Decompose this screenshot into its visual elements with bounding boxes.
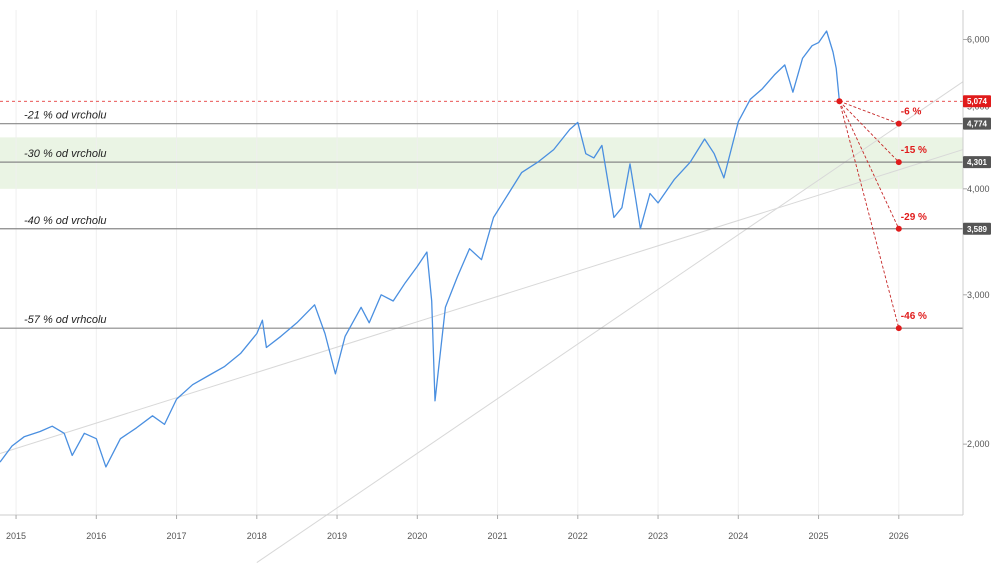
y-tick-label: 4,000 bbox=[967, 184, 990, 194]
level-label: -57 % od vrhcolu bbox=[24, 314, 107, 326]
projection-pct-label: -6 % bbox=[901, 107, 922, 118]
projection-line bbox=[839, 100, 899, 125]
price-badge bbox=[963, 222, 991, 235]
price-badge-label: 4,774 bbox=[967, 120, 988, 129]
x-tick-label: 2018 bbox=[247, 531, 267, 541]
price-badge-layer: 5,074 4,774 4,301 3,589 bbox=[963, 95, 991, 235]
price-badge-label: 3,589 bbox=[967, 225, 988, 234]
x-tick-label: 2016 bbox=[86, 531, 106, 541]
x-tick-label: 2019 bbox=[327, 531, 347, 541]
projection-pct-label: -46 % bbox=[901, 311, 927, 322]
projection-line bbox=[839, 101, 900, 229]
price-badge-label: 4,301 bbox=[967, 158, 988, 167]
series-layer bbox=[0, 30, 841, 468]
projection-line bbox=[838, 101, 900, 329]
x-tick-label: 2024 bbox=[728, 531, 748, 541]
projection-line bbox=[839, 100, 900, 163]
trendline bbox=[0, 149, 964, 454]
y-tick-label: 2,000 bbox=[967, 439, 990, 449]
price-badge-label: 5,074 bbox=[967, 97, 988, 106]
x-tick-label: 2017 bbox=[167, 531, 187, 541]
x-tick-label: 2026 bbox=[889, 531, 909, 541]
level-lines-layer: -21 % od vrcholu -30 % od vrcholu -40 % od… bbox=[0, 100, 963, 329]
support-zone-layer bbox=[0, 137, 963, 189]
projection-pct-label: -15 % bbox=[901, 145, 927, 156]
y-tick-label: 6,000 bbox=[967, 34, 990, 44]
price-badge bbox=[963, 95, 991, 108]
x-tick-label: 2021 bbox=[488, 531, 508, 541]
projection-target-dot bbox=[895, 225, 902, 232]
projection-pct-label: -29 % bbox=[901, 212, 927, 223]
x-tick-label: 2020 bbox=[407, 531, 427, 541]
projection-target-dot bbox=[895, 325, 902, 332]
x-tick-label: 2015 bbox=[6, 531, 26, 541]
x-tick-label: 2022 bbox=[568, 531, 588, 541]
projection-target-dot bbox=[895, 159, 902, 166]
price-badge bbox=[963, 117, 991, 130]
level-label: -40 % od vrcholu bbox=[24, 215, 107, 227]
axis-layer: 2015 2016 2017 2018 2019 2020 2021 2022 2023 2024… bbox=[0, 10, 990, 541]
y-tick-label: 3,000 bbox=[967, 290, 990, 300]
current-price-dot bbox=[836, 98, 843, 105]
x-tick-label: 2025 bbox=[809, 531, 829, 541]
support-zone bbox=[0, 137, 963, 189]
price-series-line bbox=[0, 30, 841, 468]
grid-layer bbox=[15, 10, 900, 515]
level-label: -21 % od vrcholu bbox=[24, 110, 107, 122]
projection-target-dot bbox=[895, 120, 902, 127]
level-label: -30 % od vrcholu bbox=[24, 148, 107, 160]
price-badge bbox=[963, 156, 991, 169]
projection-layer: -6 % -15 % -29 % -46 % bbox=[836, 98, 927, 332]
x-tick-label: 2023 bbox=[648, 531, 668, 541]
